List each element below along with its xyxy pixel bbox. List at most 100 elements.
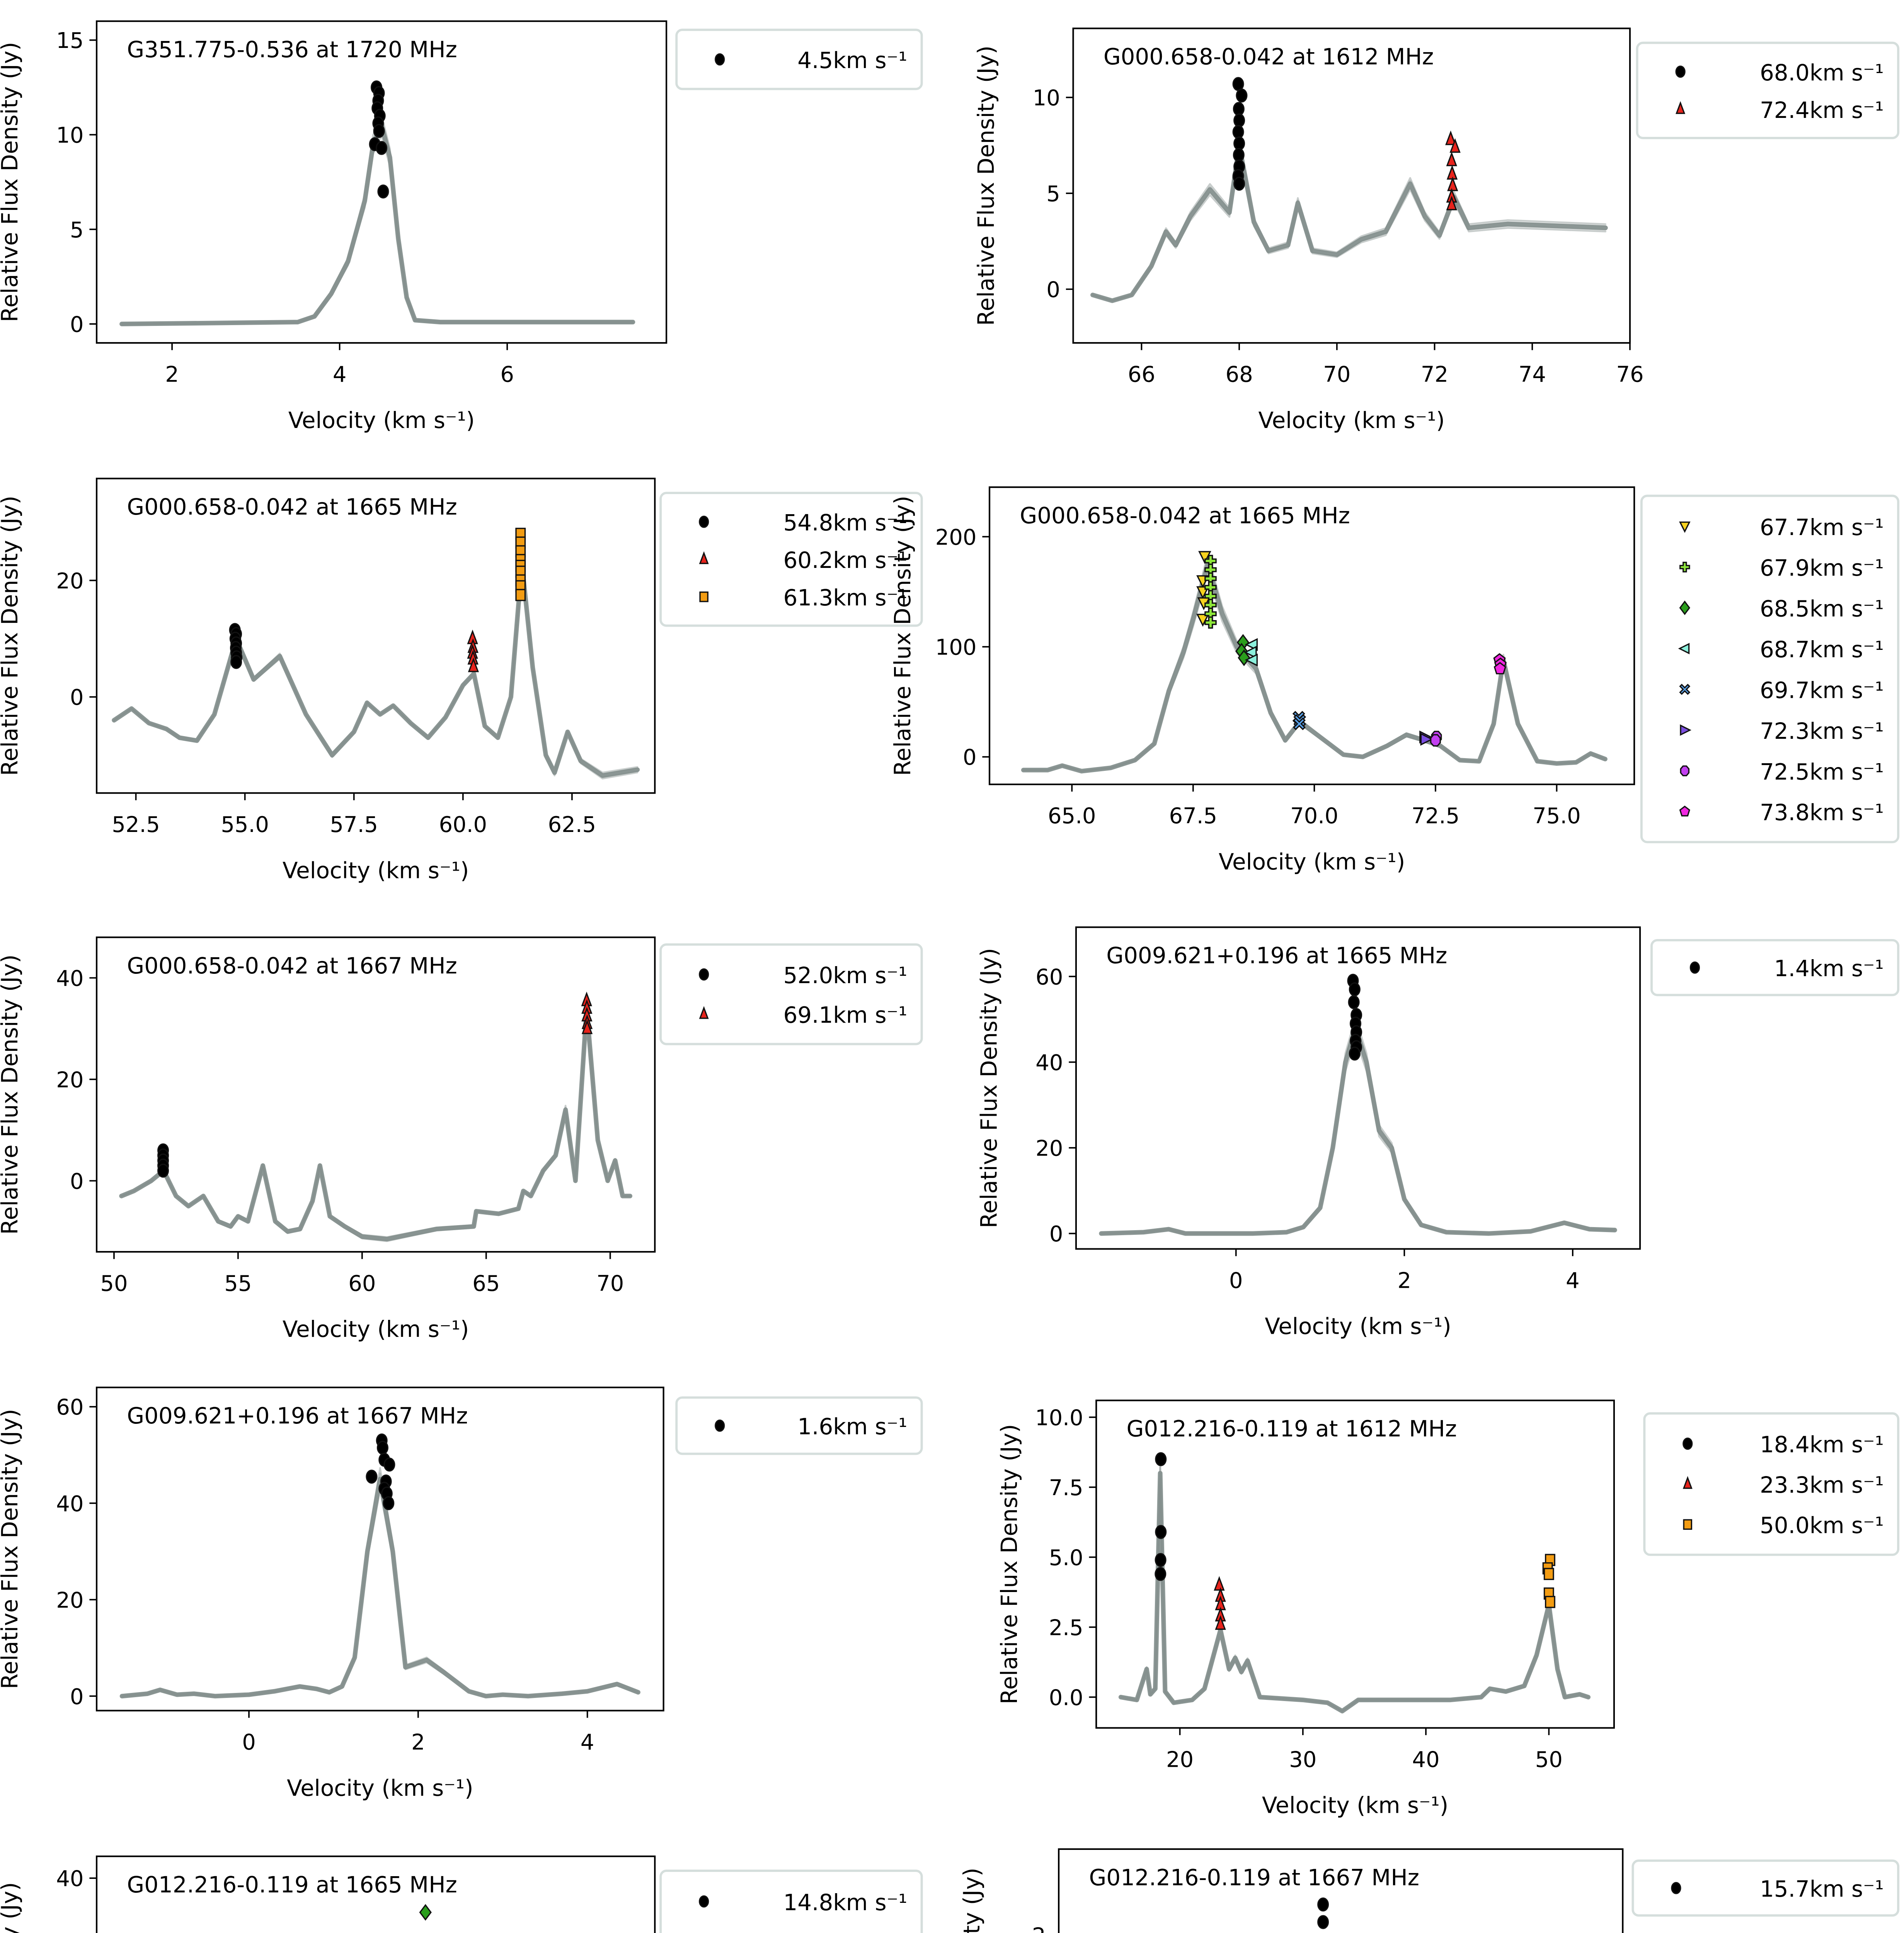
legend-label: 23.3km s⁻¹ bbox=[1760, 1472, 1884, 1498]
legend-entry: 68.7km s⁻¹ bbox=[1678, 636, 1884, 663]
legend-label: 72.4km s⁻¹ bbox=[1760, 97, 1884, 123]
marker-series-1 bbox=[157, 1143, 169, 1178]
x-tick-label: 76 bbox=[1616, 362, 1643, 387]
legend: 14.8km s⁻¹15.1km s⁻¹15.9km s⁻¹16.8km s⁻¹… bbox=[659, 1869, 923, 1933]
data-point-triangle_up bbox=[1446, 196, 1457, 211]
marker-series-3 bbox=[1542, 1554, 1555, 1608]
y-axis-label: Relative Flux Density (Jy) bbox=[0, 1882, 23, 1933]
marker-series-1 bbox=[1155, 1452, 1167, 1581]
y-tick-label: 0 bbox=[963, 745, 977, 770]
x-tick-label: 20 bbox=[1166, 1747, 1194, 1772]
marker-series-8 bbox=[1493, 653, 1507, 675]
legend-marker-triangle_up-icon bbox=[699, 551, 709, 564]
data-point-square bbox=[1545, 1595, 1555, 1608]
spectrum-line bbox=[113, 558, 639, 778]
x-axis-label: Velocity (km s⁻¹) bbox=[283, 857, 469, 883]
x-axis-label: Velocity (km s⁻¹) bbox=[1262, 1792, 1448, 1819]
data-point-circle bbox=[1233, 113, 1245, 128]
legend: 52.0km s⁻¹ 69.1km s⁻¹ bbox=[659, 943, 923, 1045]
data-point-circle bbox=[366, 1469, 378, 1484]
legend-marker-plus-icon bbox=[1679, 562, 1690, 573]
legend-label: 72.5km s⁻¹ bbox=[1760, 759, 1884, 785]
axes-frame bbox=[1095, 1399, 1615, 1729]
legend-entry: 67.9km s⁻¹ bbox=[1679, 555, 1884, 581]
legend: 68.0km s⁻¹ 72.4km s⁻¹ bbox=[1636, 41, 1900, 140]
panel-3: 52.5 55.0 57.5 60.0 62.5 0 20 Velocity (km s⁻¹)… bbox=[0, 477, 923, 883]
panel-title: G009.621+0.196 at 1665 MHz bbox=[1106, 943, 1447, 969]
panel-title: G000.658-0.042 at 1612 MHz bbox=[1104, 44, 1434, 70]
data-point-triangle_up bbox=[468, 657, 479, 672]
legend-entry: 14.8km s⁻¹ bbox=[699, 1889, 907, 1916]
panel-title: G000.658-0.042 at 1665 MHz bbox=[1020, 502, 1350, 528]
x-tick-label: 66 bbox=[1128, 362, 1155, 387]
data-point-circle bbox=[230, 655, 242, 669]
legend-label: 69.7km s⁻¹ bbox=[1760, 677, 1884, 703]
legend: 1.4km s⁻¹ bbox=[1650, 939, 1900, 996]
data-point-circle bbox=[1317, 1915, 1329, 1929]
legend-marker-square-icon bbox=[1683, 1519, 1692, 1530]
marker-series-1 bbox=[1347, 973, 1362, 1061]
y-tick-label: 20 bbox=[56, 1588, 83, 1613]
y-tick-label: 2 bbox=[1032, 1923, 1046, 1933]
x-tick-label: 70.0 bbox=[1290, 804, 1339, 829]
y-tick-label: 40 bbox=[1035, 1050, 1063, 1076]
legend-frame bbox=[675, 1396, 923, 1455]
legend-entry: 52.0km s⁻¹ bbox=[699, 962, 907, 989]
x-tick-label: 4 bbox=[1566, 1268, 1580, 1293]
y-tick-label: 60 bbox=[1035, 965, 1063, 990]
panel-5: 50 55 60 65 70 0 20 40 Velocity (km s⁻¹) Relative… bbox=[0, 936, 923, 1342]
x-tick-label: 72 bbox=[1421, 362, 1448, 387]
legend-entry: 15.1km s⁻¹ bbox=[783, 1930, 908, 1933]
legend-label: 1.4km s⁻¹ bbox=[1774, 955, 1884, 982]
legend-frame bbox=[659, 1869, 923, 1933]
data-point-circle bbox=[373, 124, 385, 138]
spectrum-line bbox=[1022, 553, 1606, 772]
data-point-circle bbox=[1348, 995, 1360, 1009]
y-tick-label: 0.0 bbox=[1049, 1685, 1083, 1710]
legend-label: 1.6km s⁻¹ bbox=[797, 1413, 907, 1440]
y-tick-label: 0 bbox=[1046, 278, 1060, 303]
legend-marker-circle-icon bbox=[715, 53, 725, 66]
y-tick-label: 0 bbox=[70, 1169, 84, 1194]
x-tick-label: 4 bbox=[581, 1730, 594, 1755]
legend-marker-circle-icon bbox=[1671, 1882, 1681, 1894]
x-tick-label: 75.0 bbox=[1533, 804, 1581, 829]
data-point-circle bbox=[157, 1163, 169, 1178]
legend-marker-circle-icon bbox=[715, 1419, 725, 1432]
spectrum-group bbox=[119, 1467, 640, 1699]
x-tick-label: 68 bbox=[1225, 362, 1253, 387]
spectrum-line bbox=[120, 1016, 631, 1238]
legend-marker-triangle_right-icon bbox=[1680, 724, 1691, 736]
y-tick-label: 0 bbox=[70, 1684, 84, 1710]
legend-entry: 67.7km s⁻¹ bbox=[1679, 514, 1884, 540]
data-point-circle bbox=[376, 1440, 388, 1455]
legend-frame bbox=[1650, 939, 1900, 996]
spectrum-line bbox=[113, 566, 639, 775]
legend-label: 68.0km s⁻¹ bbox=[1760, 60, 1884, 86]
spectrum-line bbox=[121, 1484, 639, 1698]
legend-label: 61.3km s⁻¹ bbox=[783, 585, 908, 611]
data-point-circle bbox=[1233, 148, 1245, 162]
legend-marker-triangle_up-icon bbox=[1676, 101, 1686, 114]
data-point-circle bbox=[1232, 125, 1244, 139]
legend-entry: 60.2km s⁻¹ bbox=[699, 547, 907, 573]
spectrum-line bbox=[121, 1467, 639, 1696]
data-point-circle bbox=[383, 1496, 395, 1510]
legend-entry: 23.3km s⁻¹ bbox=[1683, 1472, 1884, 1498]
data-point-triangle_up bbox=[1214, 1576, 1225, 1591]
data-point-x bbox=[1293, 717, 1306, 730]
y-tick-label: 5 bbox=[1046, 182, 1060, 207]
y-tick-label: 15 bbox=[56, 28, 83, 53]
legend-label: 67.9km s⁻¹ bbox=[1760, 555, 1884, 581]
legend-label: 15.7km s⁻¹ bbox=[1760, 1876, 1884, 1902]
x-tick-label: 2 bbox=[1397, 1268, 1411, 1293]
axes-frame bbox=[988, 486, 1635, 785]
data-point-plus bbox=[1204, 616, 1217, 629]
spectrum-group bbox=[119, 998, 633, 1242]
spectrum-line bbox=[1021, 562, 1608, 774]
marker-series-1 bbox=[369, 80, 389, 199]
spectrum-line bbox=[1022, 573, 1606, 772]
marker-series-2 bbox=[1214, 1576, 1226, 1630]
spectrum-line bbox=[1120, 1484, 1589, 1712]
